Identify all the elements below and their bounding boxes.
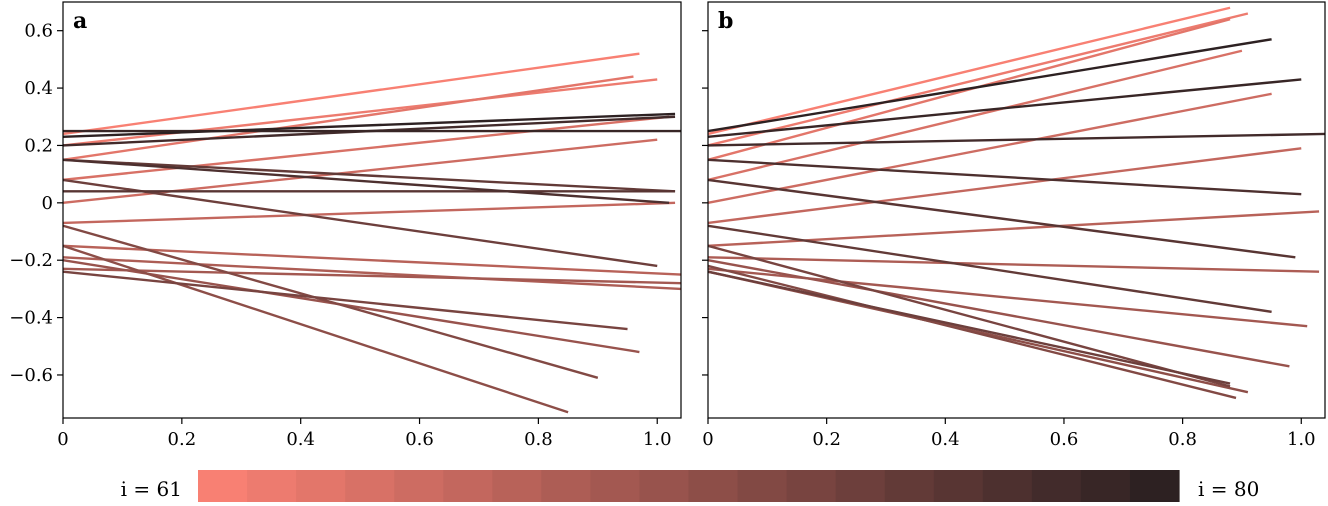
series-line-i65 xyxy=(707,92,1272,205)
colorbar-segment-i67 xyxy=(492,470,542,502)
colorbar-left-label: i = 61 xyxy=(121,477,182,501)
x-tick-label: 0 xyxy=(57,429,68,450)
colorbar-right-label: i = 80 xyxy=(1198,477,1259,501)
series-line-i67 xyxy=(62,244,682,276)
colorbar-segment-i76 xyxy=(933,470,984,502)
colorbar-segment-i64 xyxy=(345,470,395,502)
series-line-i62 xyxy=(707,12,1249,147)
y-tick-label: −0.4 xyxy=(9,308,53,329)
series-line-i73 xyxy=(62,270,628,331)
colorbar-segment-i80 xyxy=(1129,470,1180,502)
panel-b: 0 0.2 0.4 0.6 0.8 1.0 b xyxy=(702,1,1326,450)
colorbar-segment-i66 xyxy=(443,470,493,502)
series-line-i77 xyxy=(707,158,1302,196)
series-line-i61 xyxy=(62,52,640,136)
colorbar-segment-i70 xyxy=(639,470,690,502)
colorbar-segment-i79 xyxy=(1080,470,1131,502)
panel-a: 0 0.2 0.4 0.6 0.8 1.0 0.6 0.4 0.2 0 −0.2 −0.4 −0.6 a xyxy=(9,1,682,450)
y-tick-label: −0.6 xyxy=(9,365,53,386)
series-line-i62 xyxy=(62,78,658,147)
colorbar-segment-i75 xyxy=(884,470,935,502)
series-line-i73 xyxy=(707,244,1231,388)
x-tick-label: 1.0 xyxy=(643,429,672,450)
series-line-i66 xyxy=(707,147,1302,225)
series-line-i76 xyxy=(707,178,1296,259)
series-line-i74 xyxy=(707,270,1231,385)
y-tick-label: 0.2 xyxy=(24,135,53,156)
colorbar-segment-i63 xyxy=(296,470,346,502)
series-line-i66 xyxy=(62,201,676,225)
y-tick-label: −0.2 xyxy=(9,250,53,271)
series-line-i71 xyxy=(62,244,569,414)
series-line-i68 xyxy=(62,256,682,291)
x-tick-label: 0.6 xyxy=(405,429,434,450)
colorbar-segment-i65 xyxy=(394,470,444,502)
y-tick-label: 0.6 xyxy=(24,21,53,42)
series-line-i72 xyxy=(707,264,1237,400)
x-tick-label: 0.2 xyxy=(812,429,841,450)
series-line-i75 xyxy=(707,224,1272,314)
colorbar-segment-i68 xyxy=(541,470,591,502)
series-line-i64 xyxy=(707,49,1243,182)
x-tick-label: 0.4 xyxy=(931,429,960,450)
series-line-i61 xyxy=(707,6,1231,136)
x-tick-label: 0.8 xyxy=(524,429,553,450)
x-tick-label: 0.4 xyxy=(286,429,315,450)
series-line-i63 xyxy=(62,75,634,161)
colorbar: i = 61 i = 80 xyxy=(121,470,1259,502)
colorbar-segment-i62 xyxy=(247,470,297,502)
series-line-i72 xyxy=(62,224,599,379)
series-line-i79 xyxy=(707,78,1302,139)
series-line-i78 xyxy=(707,132,1326,147)
series-line-i70 xyxy=(707,259,1290,368)
colorbar-segment-i73 xyxy=(786,470,837,502)
colorbar-segment-i69 xyxy=(590,470,641,502)
plot-frame xyxy=(62,1,682,419)
panel-label: b xyxy=(718,8,733,34)
series-line-i80 xyxy=(707,38,1272,133)
series-line-i70 xyxy=(62,259,640,354)
plot-frame xyxy=(707,1,1326,419)
colorbar-segment-i78 xyxy=(1031,470,1082,502)
x-tick-label: 0.2 xyxy=(168,429,197,450)
x-tick-label: 0 xyxy=(702,429,713,450)
x-tick-label: 0.6 xyxy=(1050,429,1079,450)
series-line-i80 xyxy=(62,112,676,139)
colorbar-segment-i74 xyxy=(835,470,886,502)
colorbar-segment-i71 xyxy=(688,470,739,502)
series-line-i69 xyxy=(62,267,682,285)
x-tick-label: 1.0 xyxy=(1287,429,1316,450)
y-tick-label: 0.4 xyxy=(24,78,53,99)
colorbar-segment-i61 xyxy=(198,470,248,502)
colorbar-segment-i77 xyxy=(982,470,1033,502)
panel-label: a xyxy=(73,8,87,34)
series-line-i68 xyxy=(707,256,1320,273)
colorbar-segment-i72 xyxy=(737,470,788,502)
x-tick-label: 0.8 xyxy=(1168,429,1197,450)
series-line-i75 xyxy=(62,158,676,193)
series-line-i74 xyxy=(62,178,658,268)
series-line-i77 xyxy=(62,158,670,205)
y-tick-label: 0 xyxy=(42,193,53,214)
series-line-i64 xyxy=(62,115,670,182)
